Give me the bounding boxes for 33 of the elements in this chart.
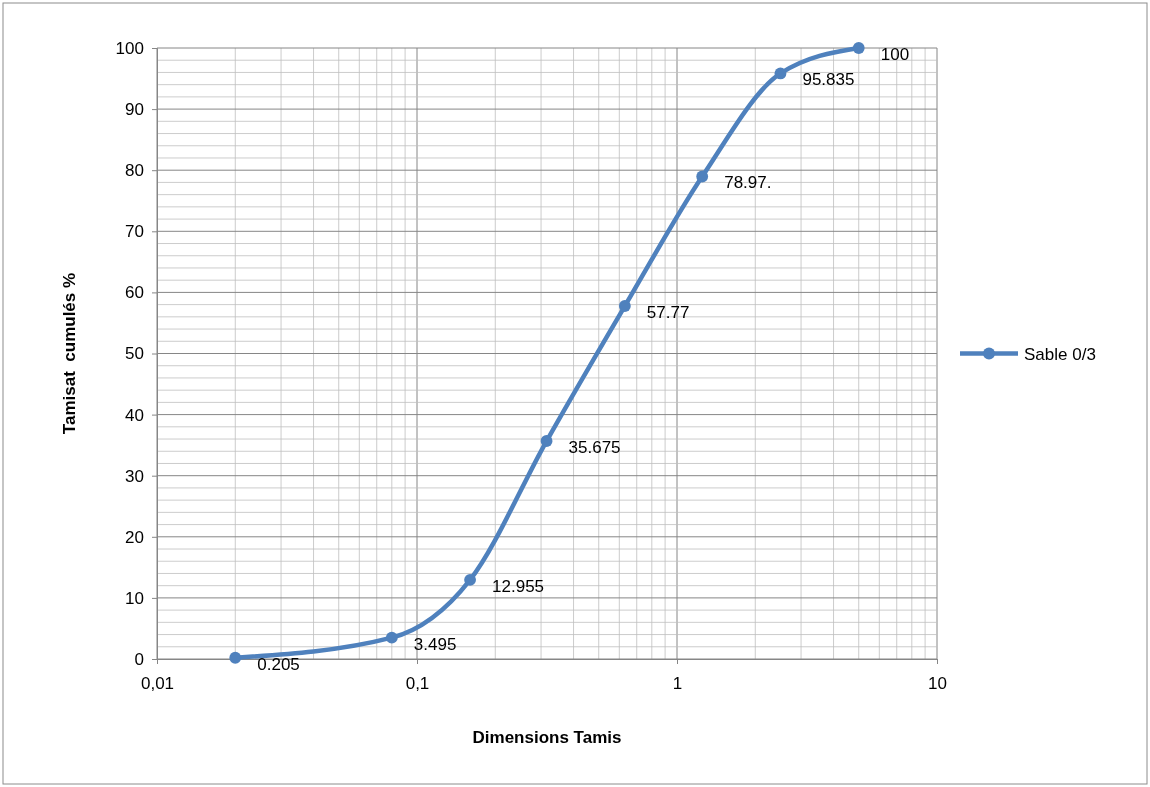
y-axis-title: Tamisat cumulés % xyxy=(60,272,79,435)
x-tick-label: 1 xyxy=(672,674,683,694)
point xyxy=(385,631,398,644)
data-label: 12.955 xyxy=(492,576,545,596)
point xyxy=(540,435,553,447)
point xyxy=(774,67,787,80)
data-label: 95.835 xyxy=(802,70,855,90)
data-label: 0.205 xyxy=(257,654,300,674)
y-tick-label: 60 xyxy=(124,283,144,303)
y-tick-label: 40 xyxy=(124,405,144,425)
point xyxy=(464,573,476,586)
data-label: 78.97. xyxy=(724,173,772,193)
x-tick-label: 0,01 xyxy=(140,674,175,694)
y-tick-label: 90 xyxy=(124,100,144,120)
point xyxy=(618,300,631,312)
x-tick-label: 0,1 xyxy=(405,674,430,694)
x-axis-title: Dimensions Tamis xyxy=(472,728,622,747)
y-tick-label: 20 xyxy=(124,527,144,547)
point xyxy=(852,42,865,54)
y-tick-label: 30 xyxy=(124,466,144,486)
y-tick-label: 10 xyxy=(124,588,144,608)
x-tick-label: 10 xyxy=(928,674,947,694)
y-tick-label: 80 xyxy=(124,161,144,181)
data-label: 35.675 xyxy=(568,438,621,458)
legend-label: Sable 0/3 xyxy=(1024,344,1096,364)
y-tick-label: 100 xyxy=(115,38,144,58)
data-label: 100 xyxy=(880,45,910,64)
y-tick-label: 70 xyxy=(124,222,144,242)
data-label: 57.77 xyxy=(646,303,690,323)
point xyxy=(696,170,709,183)
data-label: 3.495 xyxy=(413,634,457,654)
y-tick-label: 50 xyxy=(124,344,144,364)
y-tick-label: 0 xyxy=(134,649,144,669)
